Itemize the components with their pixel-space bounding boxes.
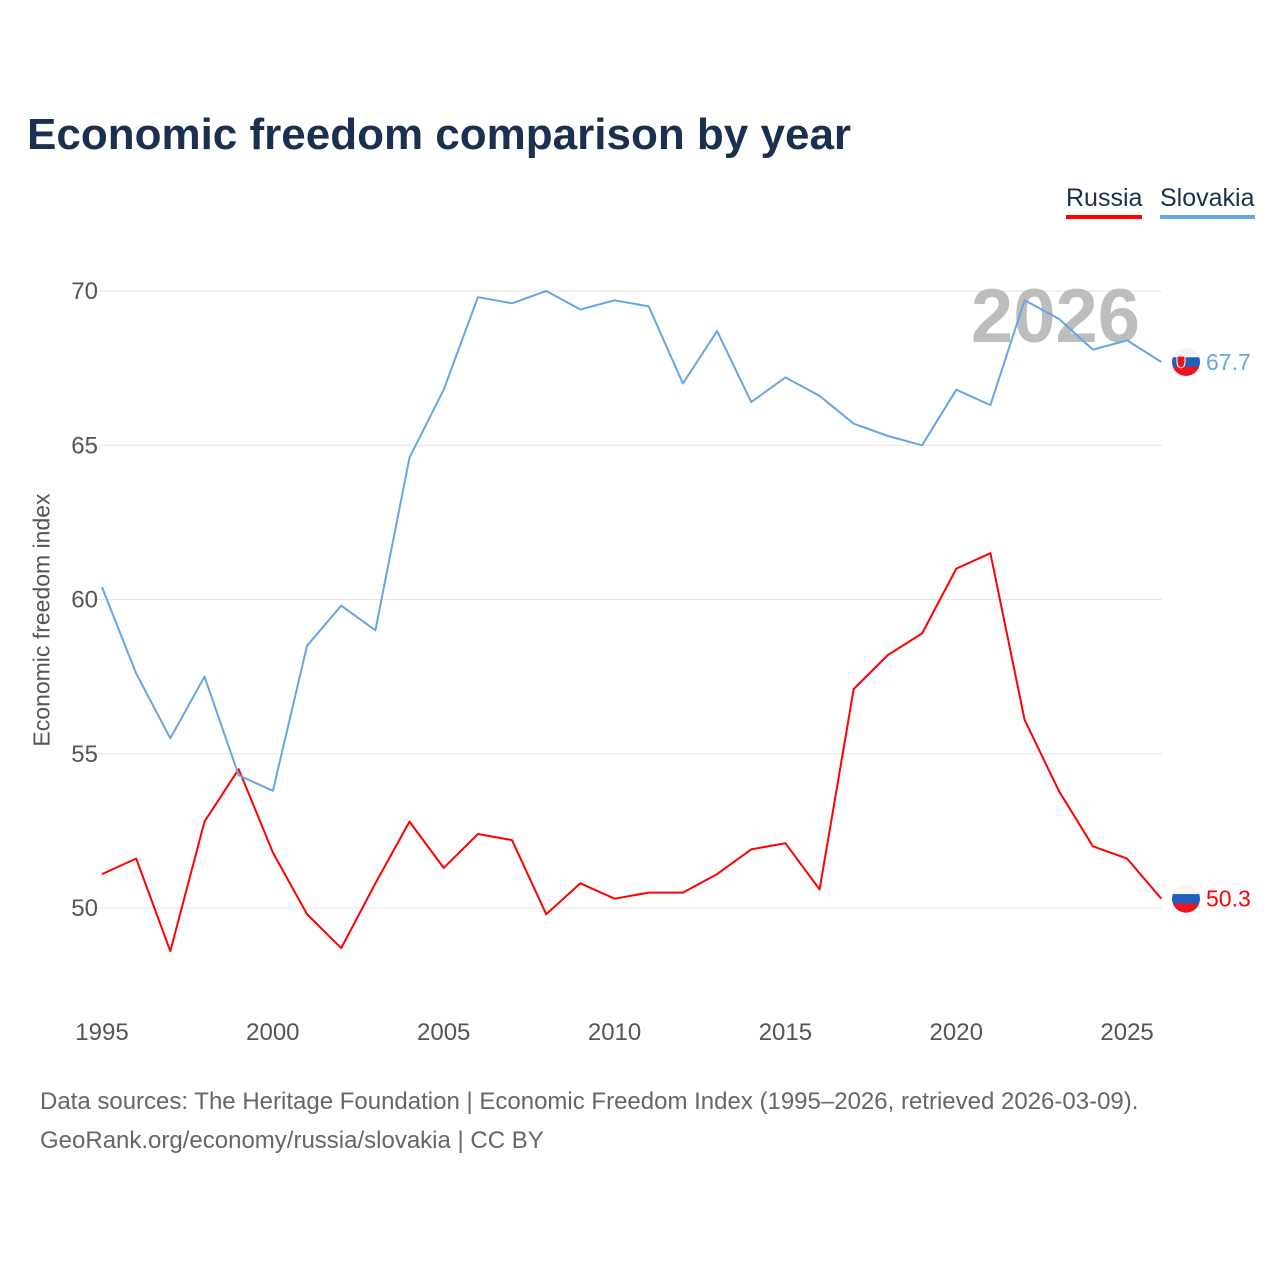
data-point	[1159, 360, 1163, 364]
data-point	[988, 403, 992, 407]
data-point	[100, 585, 104, 589]
data-point	[271, 789, 275, 793]
footer-sources: Data sources: The Heritage Foundation | …	[40, 1088, 1139, 1115]
x-tick-label: 1995	[75, 1019, 128, 1046]
data-point	[1057, 317, 1061, 321]
data-point	[510, 838, 514, 842]
data-point	[1091, 348, 1095, 352]
data-point	[783, 375, 787, 379]
data-point	[1057, 789, 1061, 793]
data-point	[305, 912, 309, 916]
legend-slovakia[interactable]: Slovakia	[1160, 184, 1255, 219]
data-point	[954, 567, 958, 571]
data-point	[783, 841, 787, 845]
x-tick-label: 2000	[246, 1019, 299, 1046]
flag-stripe	[1172, 903, 1200, 913]
data-point	[852, 687, 856, 691]
data-point	[305, 644, 309, 648]
data-point	[988, 551, 992, 555]
data-point	[920, 631, 924, 635]
data-point	[203, 820, 207, 824]
footer-attribution: GeoRank.org/economy/russia/slovakia | CC…	[40, 1127, 544, 1154]
series-line-slovakia	[101, 290, 1162, 792]
data-point	[749, 847, 753, 851]
data-point	[613, 897, 617, 901]
legend-russia[interactable]: Russia	[1066, 184, 1143, 219]
series-line-russia	[101, 552, 1163, 953]
x-tick-label: 2015	[759, 1019, 812, 1046]
data-point	[134, 857, 138, 861]
data-point	[647, 891, 651, 895]
x-tick-label: 2005	[417, 1019, 470, 1046]
data-point	[271, 850, 275, 854]
data-point	[681, 382, 685, 386]
data-point	[715, 329, 719, 333]
data-point	[818, 394, 822, 398]
x-tick-label: 2025	[1100, 1019, 1153, 1046]
data-point	[647, 304, 651, 308]
data-point	[373, 628, 377, 632]
data-point	[203, 675, 207, 679]
data-point	[339, 946, 343, 950]
data-point	[544, 912, 548, 916]
data-point	[442, 866, 446, 870]
data-point	[476, 832, 480, 836]
flag-stripe	[1172, 366, 1200, 376]
end-value-label-russia: 50.3	[1206, 886, 1251, 912]
x-tick-label: 2020	[930, 1019, 983, 1046]
data-point	[1023, 718, 1027, 722]
data-point	[886, 434, 890, 438]
data-point	[168, 736, 172, 740]
y-tick-label: 60	[71, 587, 98, 614]
data-point	[613, 298, 617, 302]
data-point	[510, 301, 514, 305]
end-value-label-slovakia: 67.7	[1206, 349, 1251, 375]
data-point	[442, 388, 446, 392]
data-point	[1091, 844, 1095, 848]
data-point	[578, 881, 582, 885]
data-point	[134, 672, 138, 676]
chart-title: Economic freedom comparison by year	[27, 110, 852, 159]
flag-icon-russia	[1172, 884, 1200, 913]
y-tick-label: 55	[71, 741, 98, 768]
data-point	[578, 308, 582, 312]
y-tick-label: 70	[71, 278, 98, 305]
data-point	[681, 891, 685, 895]
flag-stripe	[1172, 347, 1200, 358]
data-point	[237, 773, 241, 777]
flag-stripe	[1172, 884, 1200, 895]
flag-icon-slovakia	[1172, 347, 1200, 376]
data-point	[1159, 897, 1163, 901]
data-point	[1125, 338, 1129, 342]
data-point	[408, 456, 412, 460]
data-point	[373, 881, 377, 885]
data-point	[818, 887, 822, 891]
data-point	[408, 820, 412, 824]
data-point	[100, 872, 104, 876]
data-point	[920, 443, 924, 447]
flag-stripe	[1172, 357, 1200, 368]
data-point	[544, 289, 548, 293]
flag-shield	[1176, 355, 1186, 369]
data-point	[1125, 857, 1129, 861]
data-point	[339, 604, 343, 608]
data-point	[852, 422, 856, 426]
data-point	[749, 400, 753, 404]
data-point	[886, 653, 890, 657]
data-point	[1023, 298, 1027, 302]
y-tick-label: 65	[71, 432, 98, 459]
x-tick-label: 2010	[588, 1019, 641, 1046]
data-point	[954, 388, 958, 392]
data-point	[168, 949, 172, 953]
data-point	[715, 872, 719, 876]
flag-stripe	[1172, 894, 1200, 904]
y-tick-label: 50	[71, 895, 98, 922]
data-point	[476, 295, 480, 299]
